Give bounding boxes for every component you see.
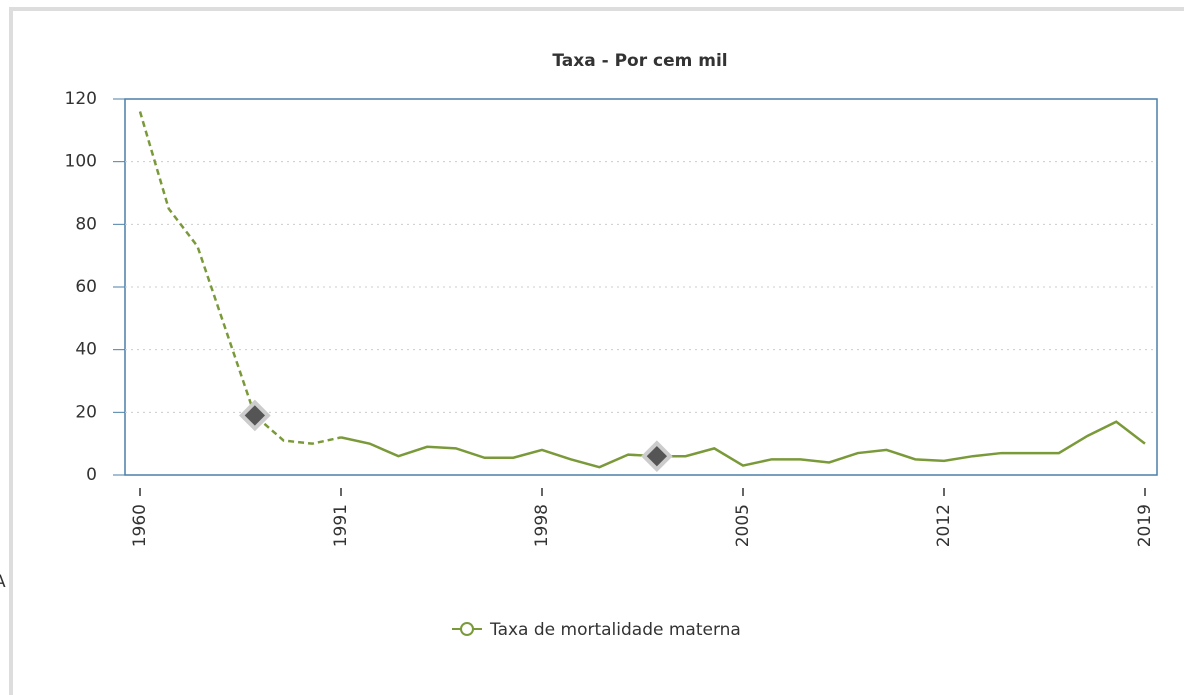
x-tick-label: 2005: [733, 504, 753, 547]
highlight-marker: [641, 440, 673, 473]
highlight-marker: [239, 399, 271, 432]
fragment-text: A: [0, 572, 6, 592]
x-tick-label: 1960: [130, 504, 150, 547]
y-tick-label: 40: [75, 340, 97, 360]
x-tick-label: 1998: [532, 504, 552, 547]
y-tick-label: 60: [75, 277, 97, 297]
y-tick-label: 120: [65, 89, 97, 109]
x-tick-label: 2019: [1135, 504, 1155, 547]
y-tick-label: 80: [75, 214, 97, 234]
x-tick-label: 2012: [934, 504, 954, 547]
y-tick-label: 100: [65, 152, 97, 172]
frame: [9, 7, 1184, 695]
line: [340, 420, 1146, 469]
chart-title: Taxa - Por cem mil: [552, 51, 727, 71]
legend-marker: [460, 622, 474, 636]
line-dashed: [138, 111, 342, 445]
y-tick-label: 20: [75, 402, 97, 422]
x-tick-label: 1991: [331, 504, 351, 547]
legend-label: Taxa de mortalidade materna: [489, 620, 741, 640]
y-tick-label: 0: [86, 465, 97, 485]
